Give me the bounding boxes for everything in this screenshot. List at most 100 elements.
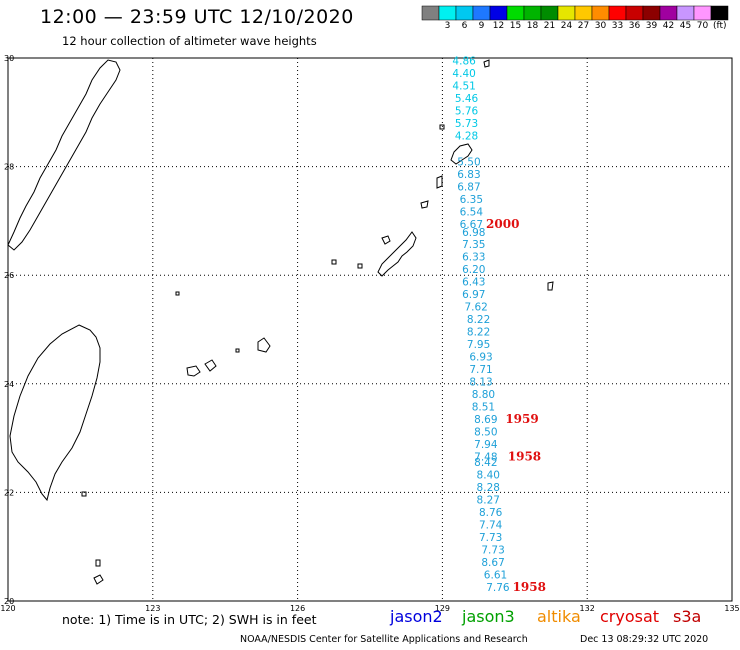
legend-value-label: 36 (628, 21, 641, 31)
okinawa-island (377, 231, 417, 277)
legend-swatch (676, 5, 695, 21)
lat-tick-label: 26 (4, 271, 14, 280)
lon-tick-label: 120 (0, 604, 15, 613)
island (436, 175, 443, 189)
lat-tick-label: 24 (4, 380, 14, 389)
footer-note: note: 1) Time is in UTC; 2) SWH is in fe… (62, 612, 317, 627)
island (93, 574, 104, 585)
coastline (7, 59, 554, 585)
wave-height-reading: 6.43 (462, 277, 485, 289)
credit-text: NOAA/NESDIS Center for Satellite Applica… (240, 634, 528, 645)
wave-height-reading: 8.13 (469, 377, 492, 389)
legend-swatch (710, 5, 729, 21)
wave-height-reading: 6.35 (460, 194, 483, 206)
mission-label: jason3 (462, 607, 515, 626)
color-legend (421, 5, 729, 21)
legend-swatch (455, 5, 474, 21)
wave-height-reading: 7.73 (481, 544, 504, 556)
legend-swatch (608, 5, 627, 21)
ishigaki-island (186, 365, 201, 377)
island (439, 124, 445, 130)
wave-height-reading: 6.98 (462, 227, 485, 239)
wave-height-reading: 4.86 (452, 56, 476, 68)
legend-swatch (523, 5, 542, 21)
map-border (7, 57, 733, 602)
wave-height-reading: 4.28 (455, 131, 478, 143)
lat-tick-label: 28 (4, 163, 14, 172)
wave-height-reading: 8.40 (477, 469, 500, 481)
miyako-island (257, 337, 271, 353)
wave-height-reading: 8.28 (477, 482, 500, 494)
mission-label: jason2 (390, 607, 443, 626)
wave-height-reading: 4.51 (452, 81, 475, 93)
island (357, 263, 363, 269)
credit-timestamp: Dec 13 08:29:32 UTC 2020 (580, 634, 709, 645)
wave-height-reading: 5.73 (455, 118, 478, 130)
wave-height-reading: 7.94 (474, 439, 498, 451)
lat-tick-label: 22 (4, 488, 14, 497)
mission-label: altika (537, 607, 581, 626)
wave-height-reading: 8.22 (467, 314, 490, 326)
legend-value-label: 15 (509, 21, 522, 31)
wave-height-reading: 7.95 (467, 339, 490, 351)
axis-tick-labels: 120 123 126 129 132 135 30 28 26 24 22 20 (0, 54, 739, 613)
wave-height-reading: 7.71 (469, 364, 492, 376)
amami-island (450, 143, 473, 165)
lat-tick-label: 20 (4, 597, 14, 606)
wave-height-reading: 5.50 (457, 157, 480, 169)
legend-swatch (625, 5, 644, 21)
wave-height-reading: 6.54 (460, 207, 484, 219)
lon-tick-label: 123 (145, 604, 160, 613)
time-labels: 2000 1959 1958 1958 (486, 217, 546, 594)
legend-value-label: 12 (492, 21, 505, 31)
island (331, 259, 337, 265)
legend-swatch (574, 5, 593, 21)
wave-height-reading: 7.76 (486, 582, 510, 594)
wave-height-reading: 6.97 (462, 289, 485, 301)
legend-swatch (421, 5, 440, 21)
wave-height-reading: 8.50 (474, 427, 497, 439)
wave-height-reading: 8.69 (474, 414, 497, 426)
wave-height-reading: 6.20 (462, 264, 485, 276)
legend-value-label: 18 (526, 21, 539, 31)
mission-label: cryosat (600, 607, 660, 626)
legend-value-label: 30 (594, 21, 607, 31)
island (81, 491, 87, 497)
legend-value-label: 45 (679, 21, 692, 31)
wave-height-reading: 7.62 (464, 302, 487, 314)
legend-swatch (591, 5, 610, 21)
wave-height-reading: 8.80 (472, 389, 495, 401)
legend-swatch (557, 5, 576, 21)
legend-value-label: 33 (611, 21, 624, 31)
wave-height-reading: 6.87 (457, 182, 480, 194)
wave-height-reading: 7.74 (479, 519, 503, 531)
wave-height-reading: 5.46 (455, 93, 479, 105)
legend-swatch (540, 5, 559, 21)
wave-height-reading: 7.35 (462, 239, 485, 251)
legend-swatch (489, 5, 508, 21)
time-label: 1958 (508, 450, 541, 464)
wave-height-reading: 8.76 (479, 507, 503, 519)
time-label: 1959 (505, 412, 538, 426)
wave-height-reading: 7.73 (479, 532, 502, 544)
island (381, 235, 391, 245)
legend-value-label: 9 (478, 21, 485, 31)
taiwan-coastline (9, 324, 101, 502)
lat-tick-label: 30 (4, 54, 14, 63)
map-subtitle: 12 hour collection of altimeter wave hei… (62, 34, 317, 48)
lon-tick-label: 126 (290, 604, 305, 613)
wave-height-reading: 6.67 (460, 219, 483, 231)
island (483, 59, 490, 68)
lon-tick-label: 132 (580, 604, 595, 613)
lon-tick-label: 129 (435, 604, 450, 613)
legend-value-label: 3 (444, 21, 451, 31)
legend-swatch (659, 5, 678, 21)
wave-height-reading: 8.27 (477, 494, 500, 506)
legend-value-label: 39 (645, 21, 658, 31)
legend-swatch (642, 5, 661, 21)
island (547, 281, 554, 291)
legend-swatch (693, 5, 712, 21)
legend-swatch (506, 5, 525, 21)
wave-height-track: 4.864.404.515.465.765.734.28 5.506.836.87… (452, 56, 509, 594)
